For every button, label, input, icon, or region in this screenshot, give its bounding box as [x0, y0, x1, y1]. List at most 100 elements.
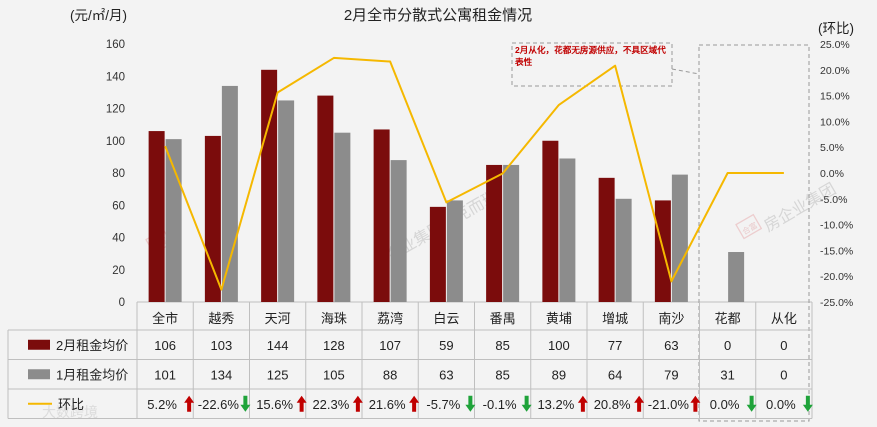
bar-jan [615, 198, 632, 302]
legend-label: 1月租金均价 [56, 367, 128, 382]
table-cell: 0.0% [766, 397, 796, 412]
x-tick-label: 白云 [433, 311, 459, 326]
bar-jan [503, 164, 520, 302]
table-cell: 134 [211, 367, 233, 382]
x-tick-label: 番禺 [490, 311, 516, 326]
y-tick-label: 120 [106, 104, 125, 116]
y-tick-label: 60 [112, 200, 125, 212]
table-cell: 63 [664, 338, 678, 353]
y-axis-label: (元/㎡/月) [70, 8, 127, 23]
bar-jan [446, 200, 463, 302]
bar-feb [261, 69, 278, 302]
bar-jan [671, 174, 688, 302]
arrow-down-icon [746, 395, 757, 412]
table-cell: 128 [323, 338, 345, 353]
bar-jan [278, 100, 295, 302]
bar-jan [728, 252, 745, 302]
table-cell: 0 [780, 367, 787, 382]
table-cell: 89 [552, 367, 566, 382]
legend-label: 环比 [58, 397, 84, 412]
y2-tick-label: -15.0% [820, 245, 853, 257]
table-cell: 101 [154, 367, 176, 382]
y2-tick-label: 20.0% [820, 65, 850, 77]
annotation-box [511, 42, 673, 87]
y2-tick-label: -5.0% [820, 194, 847, 206]
table-cell: 100 [548, 338, 570, 353]
bar-feb [542, 140, 559, 302]
y-tick-label: 0 [119, 297, 125, 309]
table-cell: 5.2% [147, 397, 177, 412]
arrow-up-icon [634, 395, 645, 412]
arrow-down-icon [465, 395, 476, 412]
y2-tick-label: 10.0% [820, 116, 850, 128]
table-cell: 13.2% [537, 397, 574, 412]
y2-tick-label: -10.0% [820, 220, 853, 232]
highlight-box [698, 44, 810, 422]
table-cell: 0 [724, 338, 731, 353]
table-cell: 106 [154, 338, 176, 353]
table-cell: 21.6% [369, 397, 406, 412]
bar-jan [559, 158, 576, 302]
watermark-5: 大数跨境 [42, 404, 98, 420]
bar-feb [373, 129, 390, 302]
annotation-text: 2月从化，花都无房源供应，不具区域代表性 [515, 45, 666, 67]
arrow-up-icon [184, 395, 195, 412]
table-cell: 59 [439, 338, 453, 353]
table-cell: 15.6% [256, 397, 293, 412]
x-tick-label: 天河 [265, 311, 291, 326]
table-cell: -0.1% [483, 397, 517, 412]
annotation-leader [671, 68, 700, 75]
y2-tick-label: 25.0% [820, 39, 850, 51]
y-tick-label: 40 [112, 233, 125, 245]
bar-feb [148, 131, 165, 302]
bar-feb [317, 95, 334, 302]
x-tick-label: 黄埔 [546, 311, 572, 326]
table-cell: 125 [267, 367, 289, 382]
y-tick-label: 20 [112, 265, 125, 277]
legend-label: 2月租金均价 [56, 338, 128, 353]
arrow-up-icon [409, 395, 420, 412]
arrow-up-icon [577, 395, 588, 412]
table-cell: 107 [379, 338, 401, 353]
table-cell: 77 [608, 338, 622, 353]
x-tick-label: 从化 [771, 311, 797, 326]
table-cell: 85 [495, 367, 509, 382]
annotation-container: 2月从化，花都无房源供应，不具区域代表性 [515, 45, 666, 67]
table-cell: 22.3% [312, 397, 349, 412]
y-tick-label: 100 [106, 136, 125, 148]
y2-tick-label: 0.0% [820, 168, 844, 180]
bar-jan [334, 132, 351, 302]
bar-jan [165, 139, 182, 302]
table-cell: 105 [323, 367, 345, 382]
table-cell: 103 [211, 338, 233, 353]
legend-swatch [28, 339, 50, 350]
x-tick-label: 越秀 [208, 311, 234, 326]
bar-feb [598, 177, 615, 302]
mom-polyline [164, 56, 784, 291]
table-cell: -5.7% [426, 397, 460, 412]
y2-tick-label: -20.0% [820, 271, 853, 283]
y2-axis-label: (环比) [818, 21, 854, 36]
table-cell: 144 [267, 338, 289, 353]
x-tick-label: 花都 [715, 311, 741, 326]
bar-feb [429, 206, 446, 302]
x-tick-label: 荔湾 [377, 311, 403, 326]
table-cell: 63 [439, 367, 453, 382]
table-cell: 31 [720, 367, 734, 382]
x-tick-label: 增城 [602, 311, 628, 326]
table-cell: -22.6% [198, 397, 240, 412]
bar-feb [204, 135, 221, 302]
bar-feb [486, 164, 503, 302]
arrow-up-icon [296, 395, 307, 412]
mom-line [164, 56, 784, 291]
y-tick-label: 160 [106, 39, 125, 51]
table-cell: 79 [664, 367, 678, 382]
table-cell: -21.0% [648, 397, 690, 412]
table-cell: 0.0% [710, 397, 740, 412]
data-table: 全市 越秀 天河 海珠 荔湾 白云 番禺 黄埔 增城 南沙 花都 从化 2月租金均价 106 103 144 1… [7, 302, 813, 419]
chart-title: 2月全市分散式公寓租金情况 [344, 6, 532, 24]
y-tick-label: 140 [106, 71, 125, 83]
bar-jan [221, 85, 238, 302]
table-cell: 85 [495, 338, 509, 353]
